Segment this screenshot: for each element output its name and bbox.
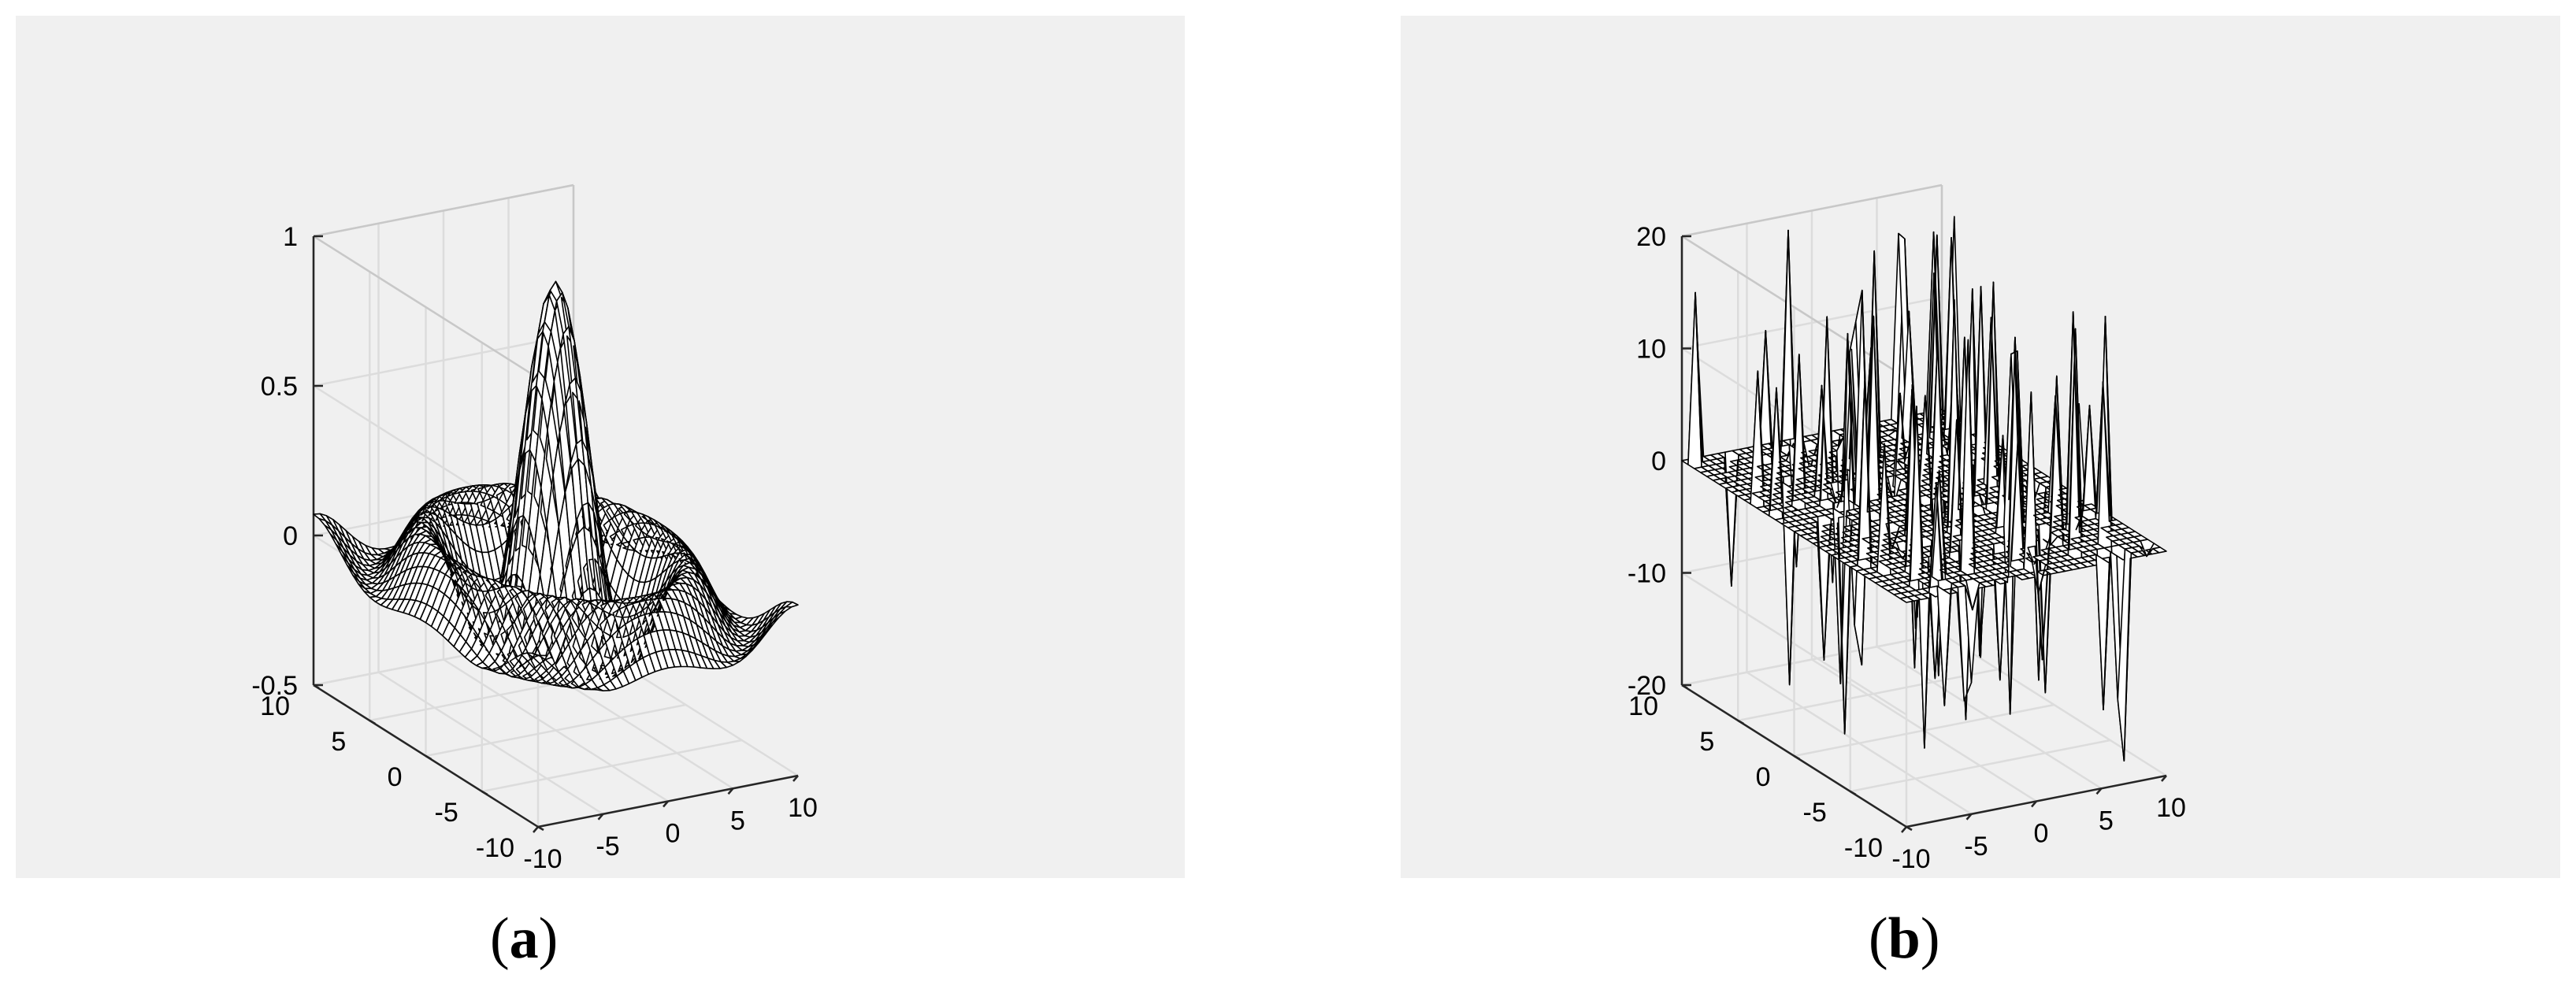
caption-a: (a) (490, 906, 559, 971)
x-tick-label: 0 (2034, 819, 2049, 849)
x-tick-label: -10 (1891, 844, 1930, 874)
z-tick-label: 0 (283, 521, 298, 551)
y-tick-label: 0 (388, 762, 403, 792)
y-tick-label: 10 (260, 691, 290, 721)
grid-line (481, 739, 742, 793)
x-tick-label: -10 (523, 844, 562, 874)
grid-line (1738, 668, 1999, 722)
x-tick-label: 5 (730, 806, 745, 836)
grid-line (1850, 739, 2110, 793)
x-tick (792, 775, 799, 782)
y-tick (1906, 825, 1913, 832)
y-tick-label: -10 (1844, 833, 1883, 863)
z-tick-label: -10 (1628, 559, 1666, 589)
x-tick (533, 826, 539, 833)
x-tick-label: -5 (1964, 832, 1988, 861)
caption-b: (b) (1869, 906, 1940, 971)
z-tick-label: 20 (1636, 222, 1666, 252)
y-tick (1850, 790, 1857, 796)
x-tick (1901, 826, 1907, 833)
grid-line (425, 703, 686, 758)
z-tick-label: 10 (1636, 335, 1666, 365)
y-tick-label: 5 (1699, 727, 1714, 757)
y-tick-label: 5 (331, 727, 346, 757)
z-tick-label: -0.5 (251, 671, 298, 701)
x-tick-label: 5 (2099, 806, 2114, 836)
x-tick (663, 800, 669, 808)
y-tick (369, 719, 376, 725)
x-tick-label: 10 (788, 793, 818, 823)
caption-a-letter: a (509, 906, 539, 971)
y-tick-label: 0 (1756, 762, 1771, 792)
y-tick (1793, 754, 1801, 761)
box-edge (313, 235, 539, 380)
y-tick (1737, 719, 1744, 725)
z-tick-label: -20 (1628, 671, 1666, 701)
x-tick-label: -5 (596, 832, 619, 861)
y-tick (537, 825, 544, 832)
x-tick-label: 0 (666, 819, 681, 849)
y-tick (425, 754, 432, 761)
x-tick-label: 10 (2156, 793, 2186, 823)
y-tick-label: -10 (476, 833, 514, 863)
surface-face (2095, 554, 2110, 711)
panel-a-background (16, 16, 1185, 878)
box-edge (313, 183, 574, 238)
caption-b-letter: b (1887, 906, 1921, 971)
z-tick-label: 0 (1651, 446, 1666, 476)
z-tick-label: 1 (283, 222, 298, 252)
y-tick-label: -5 (1803, 798, 1827, 828)
x-tick (597, 813, 604, 821)
y-tick (481, 790, 488, 796)
z-tick-label: 0.5 (261, 372, 298, 402)
x-tick (727, 787, 734, 795)
y-tick-label: -5 (435, 798, 458, 828)
